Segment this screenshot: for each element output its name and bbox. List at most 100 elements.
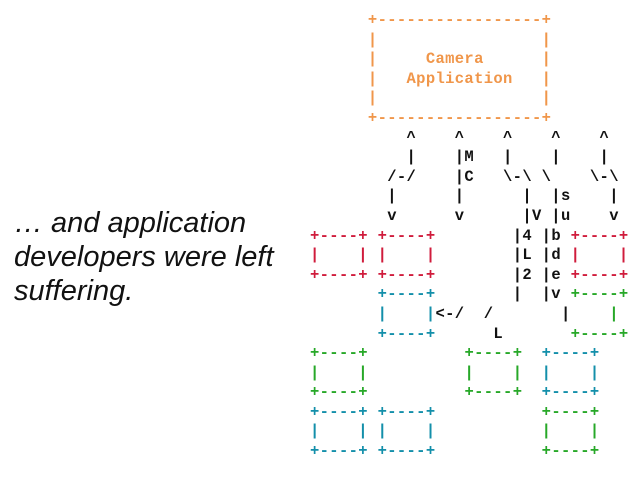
device-box-row: +----+ +----+ +----+ bbox=[310, 383, 629, 403]
ascii-segment bbox=[310, 31, 368, 49]
ascii-segment: | | bbox=[541, 363, 600, 382]
ascii-segment: +----+ bbox=[570, 226, 629, 245]
ascii-segment: | |M | | | bbox=[310, 148, 610, 167]
ascii-segment: | |v bbox=[435, 285, 571, 304]
ascii-segment bbox=[368, 227, 378, 245]
ascii-segment bbox=[310, 305, 378, 323]
ascii-segment bbox=[522, 383, 541, 401]
connector-row: v v |V |u v bbox=[310, 207, 629, 227]
ascii-segment: | Camera | bbox=[367, 50, 552, 69]
device-box-row: +----+ +----+ +----+ bbox=[310, 442, 629, 462]
ascii-segment: | | bbox=[377, 246, 436, 265]
ascii-segment: +----+ bbox=[377, 324, 436, 343]
ascii-segment: +----+ bbox=[310, 383, 368, 402]
ascii-segment: +-----------------+ bbox=[367, 11, 552, 29]
ascii-segment: |2 |e bbox=[435, 265, 571, 284]
ascii-segment: +----+ bbox=[310, 344, 368, 363]
ascii-segment: | | bbox=[541, 422, 600, 441]
ascii-segment: +----+ bbox=[570, 324, 629, 343]
ascii-segment bbox=[522, 364, 541, 382]
ascii-segment: +----+ bbox=[377, 265, 436, 284]
ascii-segment bbox=[368, 403, 378, 421]
ascii-segment: +----+ bbox=[541, 383, 600, 402]
camera-box-bottom-border: +-----------------+ bbox=[310, 109, 629, 129]
ascii-segment: | | | |s | bbox=[310, 187, 619, 206]
arrows-row: ^ ^ ^ ^ ^ bbox=[310, 129, 629, 149]
caption-line-2: developers were left bbox=[14, 241, 274, 273]
ascii-segment: +----+ bbox=[570, 285, 629, 304]
ascii-segment bbox=[310, 70, 368, 88]
ascii-segment: +----+ bbox=[310, 402, 368, 421]
caption-text: … and application developers were left s… bbox=[14, 206, 304, 308]
ascii-segment: +----+ bbox=[377, 402, 436, 421]
ascii-segment: +----+ bbox=[541, 442, 600, 461]
ascii-segment: | | bbox=[367, 30, 552, 49]
ascii-segment bbox=[368, 422, 378, 440]
ascii-segment: | | bbox=[377, 422, 436, 441]
ascii-segment bbox=[368, 364, 465, 382]
ascii-segment bbox=[368, 442, 378, 460]
ascii-segment: +----+ bbox=[377, 442, 436, 461]
ascii-architecture-diagram: +-----------------+ | | | Camera | | App… bbox=[310, 11, 629, 462]
camera-box-label-line-2: | Application | bbox=[310, 70, 629, 90]
device-box-row: | | | | | | bbox=[310, 422, 629, 442]
ascii-segment bbox=[310, 50, 368, 68]
ascii-segment: | | bbox=[570, 246, 629, 265]
device-box-row: +----+ +----+ |4 |b +----+ bbox=[310, 227, 629, 247]
caption-line-1: … and application bbox=[14, 207, 247, 239]
connector-row: | | | |s | bbox=[310, 187, 629, 207]
ascii-segment: /-/ |C \-\ \ \-\ bbox=[310, 167, 619, 186]
ascii-segment bbox=[436, 403, 542, 421]
ascii-segment bbox=[310, 109, 368, 127]
ascii-segment: |4 |b bbox=[435, 226, 571, 245]
device-box-row: +----+ +----+ |2 |e +----+ bbox=[310, 266, 629, 286]
ascii-segment: +----+ bbox=[464, 344, 523, 363]
ascii-segment: +-----------------+ bbox=[367, 108, 552, 127]
ascii-segment: | | bbox=[464, 363, 523, 382]
ascii-segment: L bbox=[435, 324, 571, 343]
ascii-segment: | | bbox=[310, 363, 368, 382]
ascii-segment bbox=[436, 422, 542, 440]
device-box-row: +----+ L +----+ bbox=[310, 325, 629, 345]
ascii-segment: +----+ bbox=[541, 402, 600, 421]
ascii-segment: +----+ bbox=[464, 383, 523, 402]
caption-line-3: suffering. bbox=[14, 275, 134, 307]
ascii-segment: v v |V |u v bbox=[310, 206, 619, 225]
ascii-segment: +----+ bbox=[570, 265, 629, 284]
connector-row: | |M | | | bbox=[310, 148, 629, 168]
ascii-segment: +----+ bbox=[310, 442, 368, 461]
ascii-segment bbox=[368, 383, 465, 401]
ascii-segment bbox=[310, 89, 368, 107]
ascii-segment: +----+ bbox=[377, 226, 436, 245]
ascii-segment bbox=[522, 344, 541, 362]
ascii-segment bbox=[368, 246, 378, 264]
ascii-segment bbox=[368, 266, 378, 284]
camera-box-top-border: +-----------------+ bbox=[310, 11, 629, 31]
camera-box-side-border: | | bbox=[310, 89, 629, 109]
camera-box-side-border: | | bbox=[310, 31, 629, 51]
ascii-segment: <-/ / | bbox=[435, 304, 571, 323]
ascii-segment: | | bbox=[367, 89, 552, 108]
ascii-segment bbox=[310, 285, 378, 303]
ascii-segment bbox=[368, 344, 465, 362]
ascii-segment: |L |d bbox=[435, 246, 571, 265]
ascii-segment: +----+ bbox=[541, 344, 600, 363]
ascii-segment: | | bbox=[310, 422, 368, 441]
device-box-row: | | | | |L |d | | bbox=[310, 246, 629, 266]
ascii-segment: | Application | bbox=[367, 69, 552, 88]
ascii-segment: +----+ bbox=[310, 226, 368, 245]
ascii-segment: +----+ bbox=[310, 265, 368, 284]
ascii-segment: | bbox=[570, 304, 619, 323]
camera-box-label-line-1: | Camera | bbox=[310, 50, 629, 70]
ascii-segment: | | bbox=[377, 304, 436, 323]
ascii-segment bbox=[436, 442, 542, 460]
connector-row: /-/ |C \-\ \ \-\ bbox=[310, 168, 629, 188]
device-box-row: +----+ +----+ +----+ bbox=[310, 344, 629, 364]
ascii-segment bbox=[310, 11, 368, 29]
ascii-segment bbox=[310, 325, 378, 343]
device-box-row: | |<-/ / | | bbox=[310, 305, 629, 325]
ascii-segment: ^ ^ ^ ^ ^ bbox=[310, 128, 610, 147]
ascii-segment: | | bbox=[310, 246, 368, 265]
device-box-row: +----+ | |v +----+ bbox=[310, 285, 629, 305]
ascii-segment: +----+ bbox=[377, 285, 436, 304]
